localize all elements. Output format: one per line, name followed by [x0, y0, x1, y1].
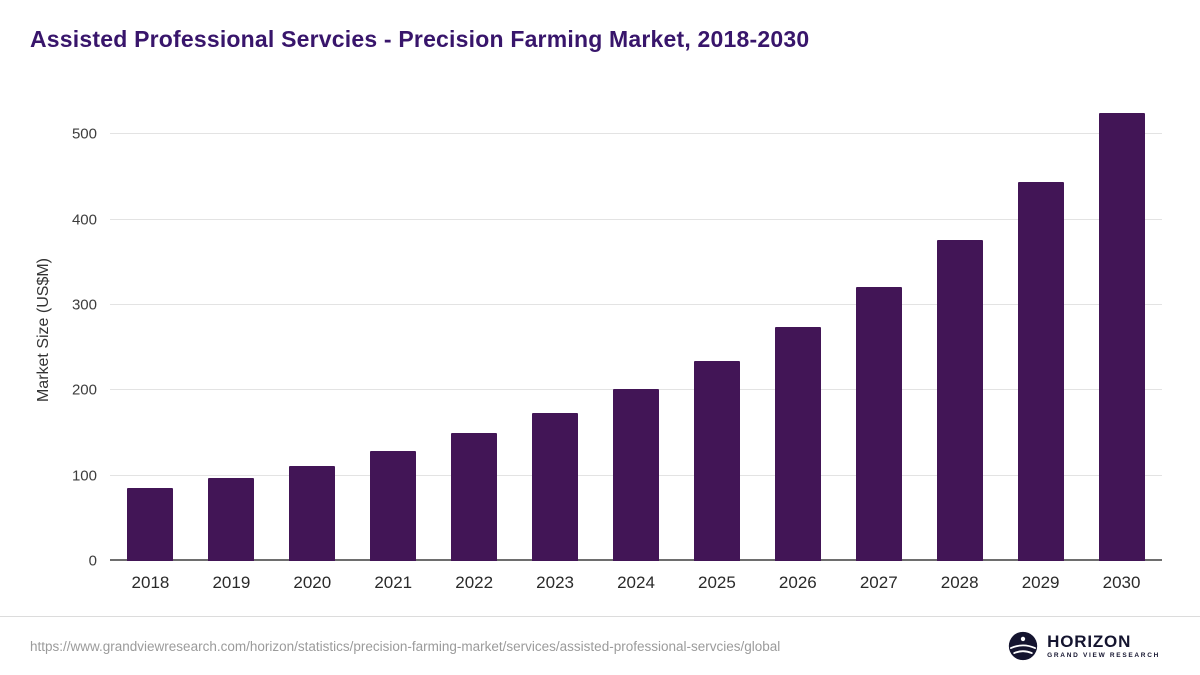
x-tick-label-2022: 2022 — [455, 573, 494, 592]
x-tick-label-2027: 2027 — [859, 573, 898, 592]
y-tick-label-300: 300 — [71, 296, 97, 314]
x-tick-label-2025: 2025 — [698, 573, 736, 592]
gridline-300 — [110, 303, 1162, 305]
x-tick-label-2021: 2021 — [374, 573, 413, 592]
bar-2018 — [127, 488, 174, 561]
x-tick-label-2030: 2030 — [1102, 573, 1141, 592]
horizon-logo: HORIZON GRAND VIEW RESEARCH — [1008, 631, 1160, 661]
bar-slot-2021: 2021 — [353, 100, 434, 592]
x-tick-label-2028: 2028 — [940, 573, 979, 592]
y-tick-label-500: 500 — [71, 125, 97, 143]
y-tick-label-0: 0 — [88, 552, 97, 570]
bar-2026 — [774, 327, 821, 561]
bar-2028 — [936, 240, 983, 561]
horizon-globe-icon — [1008, 631, 1038, 661]
plot-area: 0 100 200 300 400 500 2018 2019 2020 2021 2022 2023… — [72, 100, 1162, 592]
bar-2030 — [1098, 112, 1145, 561]
gridline-400 — [110, 218, 1162, 220]
bar-2020 — [289, 466, 336, 561]
bar-2021 — [370, 450, 417, 561]
source-url: https://www.grandviewresearch.com/horizo… — [30, 638, 781, 654]
bar-2023 — [532, 413, 579, 561]
bar-slot-2023: 2023 — [515, 100, 596, 592]
gridline-500 — [110, 133, 1162, 135]
x-tick-label-2020: 2020 — [293, 573, 332, 592]
bar-slot-2024: 2024 — [596, 100, 677, 592]
bar-2019 — [208, 478, 255, 561]
x-tick-label-2023: 2023 — [536, 573, 574, 592]
y-tick-label-100: 100 — [71, 467, 97, 485]
logo-text: HORIZON GRAND VIEW RESEARCH — [1047, 633, 1160, 660]
bar-2022 — [451, 432, 498, 561]
bar-slot-2018: 2018 — [110, 100, 191, 592]
bar-slot-2019: 2019 — [191, 100, 272, 592]
y-axis-label: Market Size (US$M) — [35, 257, 52, 403]
bar-2027 — [855, 286, 902, 561]
bar-slot-2020: 2020 — [272, 100, 353, 592]
x-tick-label-2026: 2026 — [778, 573, 817, 592]
bar-2025 — [693, 361, 740, 561]
bar-2029 — [1017, 181, 1064, 561]
bar-slot-2025: 2025 — [676, 100, 757, 592]
chart-title: Assisted Professional Servcies - Precisi… — [30, 26, 810, 52]
bar-slot-2026: 2026 — [757, 100, 838, 592]
footer: https://www.grandviewresearch.com/horizo… — [0, 616, 1200, 675]
logo-brand: HORIZON — [1047, 631, 1132, 651]
x-tick-label-2029: 2029 — [1021, 573, 1060, 592]
y-tick-label-200: 200 — [71, 381, 97, 399]
bar-2024 — [612, 389, 659, 561]
y-tick-label-400: 400 — [71, 211, 97, 229]
logo-tagline: GRAND VIEW RESEARCH — [1047, 651, 1160, 659]
x-tick-label-2018: 2018 — [131, 573, 170, 592]
x-tick-label-2019: 2019 — [212, 573, 251, 592]
bar-slot-2028: 2028 — [919, 100, 1000, 592]
bar-slot-2027: 2027 — [838, 100, 919, 592]
bar-series: 2018 2019 2020 2021 2022 2023 2024 2025 2026 2027… — [110, 100, 1162, 592]
bar-slot-2029: 2029 — [1000, 100, 1081, 592]
bar-slot-2022: 2022 — [434, 100, 515, 592]
x-tick-label-2024: 2024 — [617, 573, 655, 592]
bar-slot-2030: 2030 — [1081, 100, 1162, 592]
